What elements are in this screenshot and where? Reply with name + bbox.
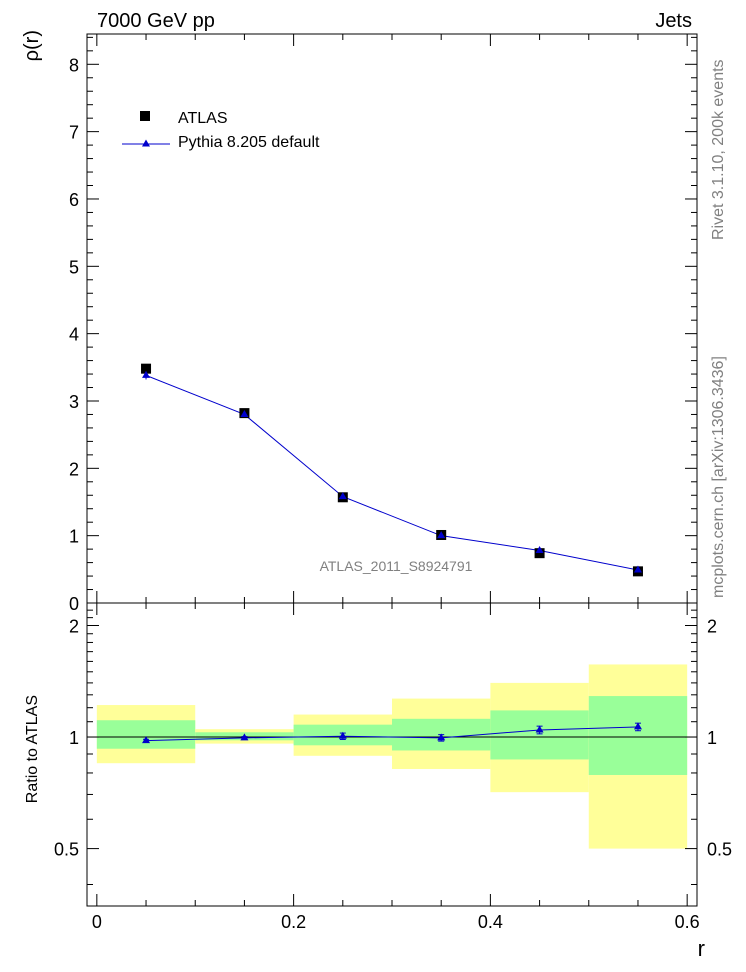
y-tick-label: 1: [69, 527, 79, 547]
ratio-ylabel: Ratio to ATLAS: [24, 695, 41, 803]
ratio-band-inner: [588, 696, 688, 775]
watermark: ATLAS_2011_S8924791: [320, 558, 473, 574]
ratio-y-tick-label: 2: [69, 616, 79, 636]
y-tick-label: 3: [69, 392, 79, 412]
ratio-band-inner: [96, 720, 196, 749]
y-tick-label: 6: [69, 190, 79, 210]
mc-point: [633, 565, 642, 573]
legend: ATLAS Pythia 8.205 default: [122, 110, 320, 151]
ratio-y-tick-label-right: 0.5: [707, 840, 732, 860]
mc-point: [338, 492, 347, 500]
main-ylabel: ρ(r): [21, 30, 43, 61]
ratio-y-tick-label: 0.5: [54, 840, 79, 860]
ratio-mc-point: [633, 722, 642, 730]
mc-line: [145, 374, 639, 571]
legend-atlas-label: ATLAS: [178, 110, 228, 127]
legend-mc-label: Pythia 8.205 default: [178, 134, 320, 151]
header-right: Jets: [655, 10, 692, 32]
mcplots-label: mcplots.cern.ch [arXiv:1306.3436]: [710, 356, 727, 598]
y-tick-label: 0: [69, 594, 79, 614]
ratio-band-inner: [490, 710, 589, 760]
y-tick-label: 8: [69, 55, 79, 75]
y-tick-label: 7: [69, 123, 79, 143]
y-tick-label: 2: [69, 459, 79, 479]
ratio-y-tick-label-right: 1: [707, 728, 717, 748]
ratio-mc-point: [535, 725, 544, 733]
y-tick-label: 4: [69, 325, 79, 345]
ratio-mc-point: [338, 731, 347, 739]
x-tick-label: 0.6: [675, 912, 700, 932]
ratio-mc-point: [437, 733, 446, 741]
mc-point: [535, 545, 544, 553]
ratio-xlabel: r: [698, 936, 705, 961]
x-tick-label: 0.4: [478, 912, 503, 932]
legend-atlas-marker: [140, 111, 150, 121]
atlas-point: [534, 548, 545, 559]
ratio-y-tick-label-right: 2: [707, 616, 717, 636]
mc-point: [240, 409, 249, 417]
ratio-mc-point: [142, 736, 151, 744]
ratio-mc-line: [146, 726, 638, 742]
rivet-label: Rivet 3.1.10, 200k events: [710, 59, 727, 240]
y-tick-label: 5: [69, 257, 79, 277]
atlas-point: [141, 363, 152, 374]
header-left: 7000 GeV pp: [97, 10, 215, 32]
x-tick-label: 0: [92, 912, 102, 932]
x-tick-label: 0.2: [281, 912, 306, 932]
mc-point: [142, 370, 151, 378]
ratio-y-tick-label: 1: [69, 728, 79, 748]
ratio-mc-point: [240, 733, 249, 741]
mc-point: [437, 531, 446, 539]
legend-mc-marker: [142, 139, 150, 147]
